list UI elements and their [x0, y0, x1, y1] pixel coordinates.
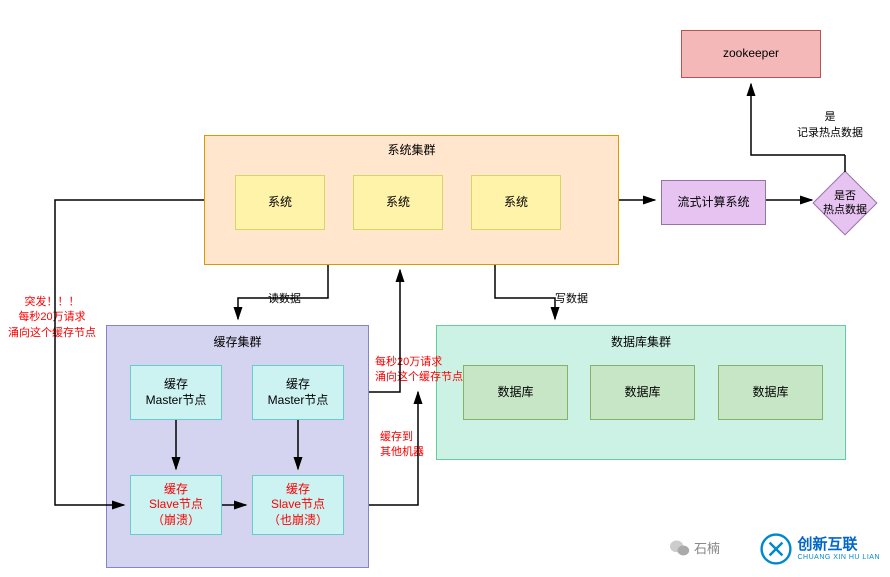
- brand-en: CHUANG XIN HU LIAN: [797, 554, 880, 562]
- brand-text: 创新互联 CHUANG XIN HU LIAN: [797, 536, 880, 562]
- hot-data-diamond-label: 是否热点数据: [810, 189, 880, 218]
- db-box-1: 数据库: [590, 365, 695, 420]
- system-box-0: 系统: [235, 175, 325, 230]
- stream-calc-label: 流式计算系统: [677, 195, 749, 211]
- cache-slave-0: 缓存 Slave节点 （崩溃）: [130, 475, 222, 535]
- cache-master-0: 缓存 Master节点: [130, 365, 222, 420]
- cache-other-text: 缓存到其他机器: [380, 430, 440, 461]
- db-box-2: 数据库: [718, 365, 823, 420]
- zk-edge-label: 是记录热点数据: [780, 108, 880, 140]
- wechat-icon: [670, 539, 690, 557]
- burst-text-right: 每秒20万请求涌向这个缓存节点: [375, 355, 485, 386]
- burst-text-left: 突发！！！每秒20万请求涌向这个缓存节点: [2, 295, 102, 341]
- write-data-label: 写数据: [555, 290, 588, 306]
- zookeeper-box: zookeeper: [681, 30, 821, 78]
- brand-icon: [760, 533, 792, 565]
- cache-cluster-title: 缓存集群: [106, 333, 369, 350]
- db-cluster-title: 数据库集群: [436, 333, 846, 350]
- cache-slave-1: 缓存 Slave节点 （也崩溃）: [252, 475, 344, 535]
- system-box-2: 系统: [471, 175, 561, 230]
- wechat-logo: 石楠: [670, 538, 720, 557]
- read-data-label: 读数据: [268, 290, 301, 306]
- system-box-1: 系统: [353, 175, 443, 230]
- cache-master-1: 缓存 Master节点: [252, 365, 344, 420]
- brand-cn: 创新互联: [797, 536, 880, 554]
- footer-text: 石楠: [694, 538, 720, 557]
- zookeeper-label: zookeeper: [723, 46, 779, 62]
- brand-logo: 创新互联 CHUANG XIN HU LIAN: [760, 533, 880, 565]
- stream-calc-box: 流式计算系统: [661, 180, 766, 225]
- system-cluster-title: 系统集群: [204, 141, 619, 158]
